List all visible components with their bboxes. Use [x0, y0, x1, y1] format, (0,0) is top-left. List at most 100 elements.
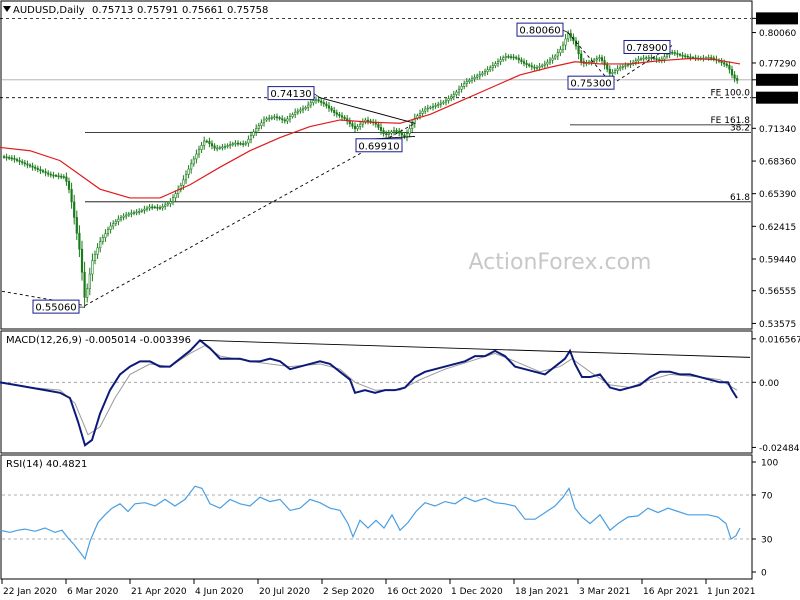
candle-body — [182, 179, 185, 186]
candle-body — [195, 153, 198, 160]
candle-body — [200, 145, 203, 150]
price-label-leader — [562, 29, 569, 33]
rsi-line — [0, 485, 741, 561]
candle-body — [23, 162, 26, 165]
y-tick-label: 0.80060 — [759, 29, 796, 39]
candle-body — [486, 69, 489, 72]
ohlc-high: 0.75791 — [137, 5, 178, 16]
candle-body — [728, 65, 731, 70]
candle-body — [338, 114, 341, 117]
candle-body — [392, 130, 396, 133]
candle-body — [283, 119, 286, 122]
candle-body — [340, 115, 344, 118]
candle-body — [671, 51, 674, 54]
candle-body — [166, 203, 169, 206]
candle-body — [119, 216, 123, 220]
candle-body — [652, 57, 656, 60]
candle-body — [382, 130, 385, 134]
candle-body — [496, 61, 500, 64]
candle-body — [673, 52, 676, 54]
candle-body — [88, 273, 91, 290]
candle-body — [213, 145, 216, 149]
candle-body — [31, 165, 34, 168]
macd-signal-line — [0, 345, 738, 436]
candle-body — [314, 99, 318, 101]
candle-body — [530, 65, 533, 68]
candle-body — [335, 112, 338, 115]
candle-body — [736, 78, 739, 81]
y-tick-highlight — [756, 12, 798, 25]
macd-layer: 0.016567 0.00 -0.02484 — [0, 335, 800, 454]
candle-body — [156, 206, 159, 209]
candle-body — [621, 66, 624, 68]
candle-body — [140, 210, 143, 212]
price-panel-frame — [0, 0, 753, 330]
candle-body — [684, 55, 687, 58]
candle-body — [190, 163, 193, 170]
x-tick-label: 16 Oct 2020 — [387, 587, 443, 597]
candle-body — [515, 56, 518, 59]
candle-body — [28, 164, 32, 167]
candle-body — [494, 63, 497, 66]
candle-body — [86, 288, 89, 298]
candle-body — [78, 232, 81, 250]
candle-body — [164, 204, 167, 207]
candle-body — [517, 57, 520, 61]
candle-body — [70, 189, 73, 203]
rsi-tick-label: 100 — [761, 459, 778, 469]
y-tick-label: 0.74130 — [759, 94, 796, 104]
candle-body — [171, 197, 175, 203]
candle-body — [385, 133, 388, 135]
macd-title: MACD(12,26,9) -0.005014 -0.003396 — [6, 335, 191, 346]
candle-body — [509, 56, 513, 58]
price-levels: FE 100.0 FE 161.838.2 61.8 — [0, 17, 751, 203]
candle-body — [379, 127, 383, 131]
dropdown-arrow-icon[interactable] — [3, 6, 11, 12]
candle-body — [348, 120, 351, 124]
price-label-box — [267, 86, 315, 101]
candle-body — [161, 206, 164, 209]
candle-body — [62, 176, 65, 178]
candle-body — [288, 116, 292, 120]
candle-body — [460, 86, 463, 90]
candle-body — [507, 56, 510, 58]
candle-body — [681, 54, 684, 57]
candle-body — [561, 44, 565, 50]
candle-body — [470, 78, 474, 81]
candle-body — [353, 125, 357, 130]
candle-body — [626, 64, 630, 66]
candle-body — [580, 53, 583, 62]
candle-body — [543, 63, 546, 66]
candle-body — [611, 71, 614, 74]
price-label: 0.75300 — [570, 79, 611, 90]
candle-body — [554, 55, 557, 59]
candle-body — [322, 102, 325, 105]
candle-body — [395, 130, 398, 132]
price-annotations: 0.55060 0.74130 0.69910 0.80060 0.75300 0.789… — [1, 22, 673, 314]
candle-body — [730, 68, 734, 76]
candle-body — [603, 60, 606, 66]
candle-body — [304, 107, 307, 110]
candle-body — [317, 99, 320, 102]
candle-body — [356, 126, 359, 130]
candle-body — [174, 193, 177, 199]
candle-body — [455, 91, 458, 95]
rsi-panel-frame — [0, 454, 753, 580]
candle-body — [294, 111, 297, 115]
x-tick-label: 16 Apr 2021 — [643, 587, 699, 597]
candle-body — [151, 206, 154, 209]
candle-body — [221, 146, 224, 149]
candle-body — [598, 57, 601, 60]
candle-body — [343, 116, 346, 119]
candle-body — [296, 110, 299, 113]
candle-body — [67, 181, 71, 190]
candle-body — [307, 104, 310, 108]
candle-body — [96, 247, 99, 255]
candle-body — [244, 142, 247, 145]
candle-body — [8, 157, 11, 159]
candle-body — [483, 71, 487, 74]
candle-body — [247, 138, 250, 144]
price-label-leader — [313, 93, 321, 98]
candle-body — [281, 118, 284, 121]
